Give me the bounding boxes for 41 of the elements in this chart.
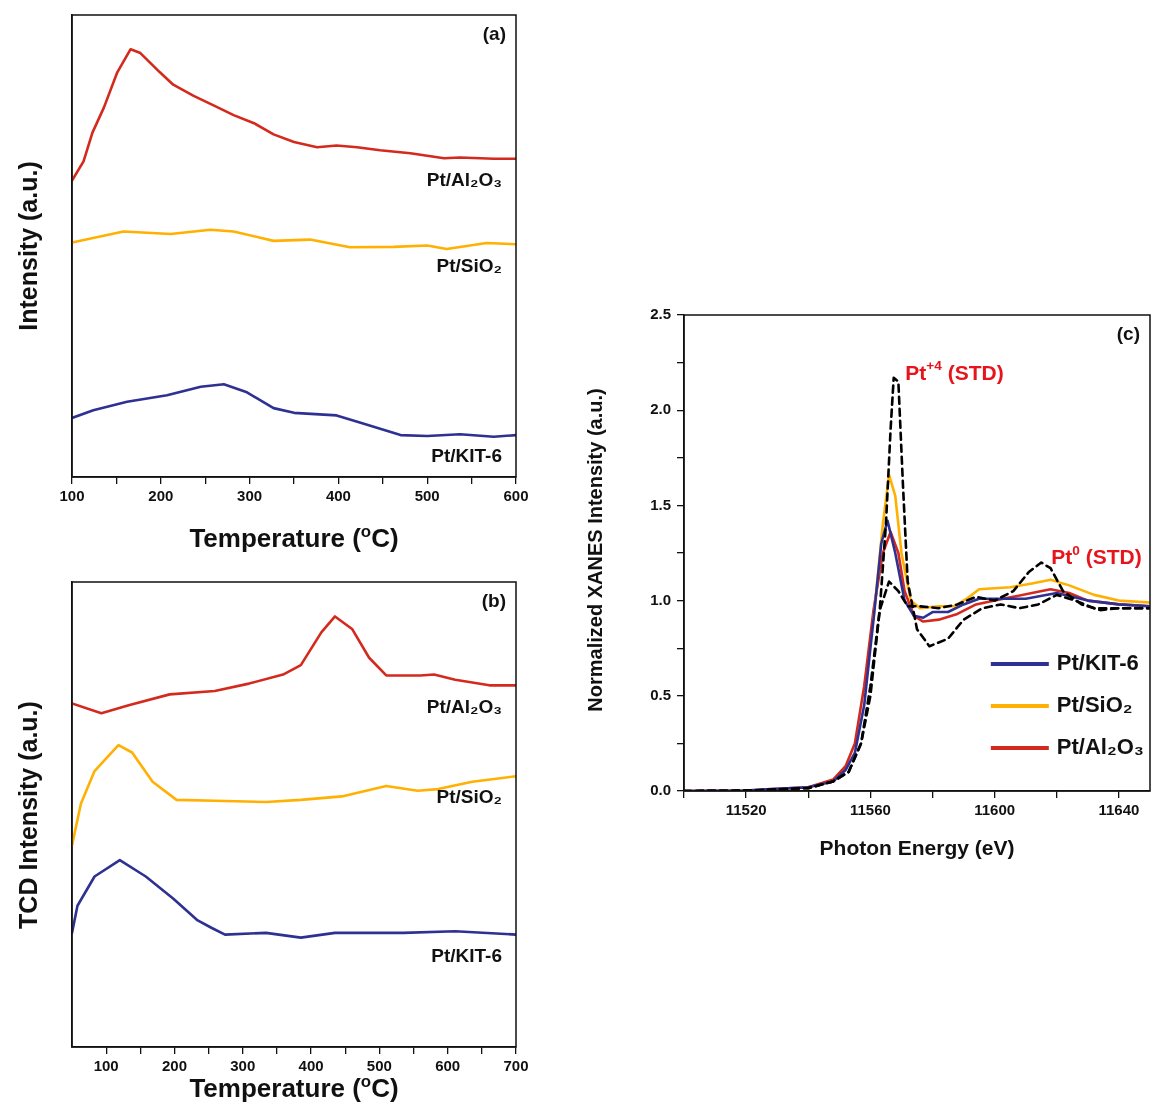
series-label: Pt/Al₂O₃ (426, 695, 503, 717)
y-tick-label: 2.5 (650, 305, 671, 323)
legend-label: Pt/KIT-6 (1056, 650, 1139, 676)
y-tick-label: 1.5 (650, 495, 671, 513)
x-axis-title: Temperature ($^{o}$C) (189, 1072, 399, 1103)
x-tick-label: 11520 (725, 801, 767, 819)
text: (b) (481, 590, 507, 612)
legend-label: Pt/Al₂O₃ (1056, 734, 1145, 760)
annotation: (c) (1116, 323, 1141, 345)
x-tick-label: 11640 (1098, 801, 1140, 819)
x-tick-label: 600 (503, 487, 529, 505)
x-tick-label: 300 (230, 1057, 256, 1075)
series-label: Pt/SiO₂ (436, 786, 502, 808)
y-axis-title: Intensity (a.u.) (13, 161, 43, 331)
x-axis-title: Photon Energy (eV) (818, 836, 1016, 860)
y-tick-label: 2.0 (650, 400, 671, 418)
y-tick-label: 0.5 (650, 685, 671, 703)
legend-label: Pt/SiO₂ (1056, 692, 1133, 718)
series-label: Pt/SiO₂ (436, 254, 502, 276)
x-tick-label: 200 (161, 1057, 187, 1075)
y-axis-title: TCD Intensity (a.u.) (13, 701, 43, 929)
x-tick-label: 600 (435, 1057, 461, 1075)
text: (a) (482, 23, 507, 45)
x-tick-label: 400 (325, 487, 351, 505)
series-label: Pt/Al₂O₃ (426, 168, 503, 190)
y-axis-title: Normalized XANES Intensity (a.u.) (583, 388, 607, 712)
x-tick-label: 400 (298, 1057, 324, 1075)
x-tick-label: 11600 (974, 801, 1016, 819)
x-tick-label: 100 (93, 1057, 119, 1075)
y-tick-label: 1.0 (650, 590, 671, 608)
x-tick-label: 100 (59, 487, 85, 505)
x-tick-label: 200 (148, 487, 174, 505)
x-tick-label: 500 (414, 487, 440, 505)
x-axis-title: Temperature ($^{o}$C) (188, 522, 400, 554)
x-tick-label: 300 (237, 487, 263, 505)
y-tick-label: 0.0 (650, 781, 671, 799)
x-tick-label: 700 (503, 1057, 529, 1075)
x-tick-label: 500 (366, 1057, 392, 1075)
x-tick-label: 11560 (849, 801, 891, 819)
series-label: Pt/KIT-6 (431, 944, 502, 966)
series-label: Pt/KIT-6 (431, 445, 502, 467)
